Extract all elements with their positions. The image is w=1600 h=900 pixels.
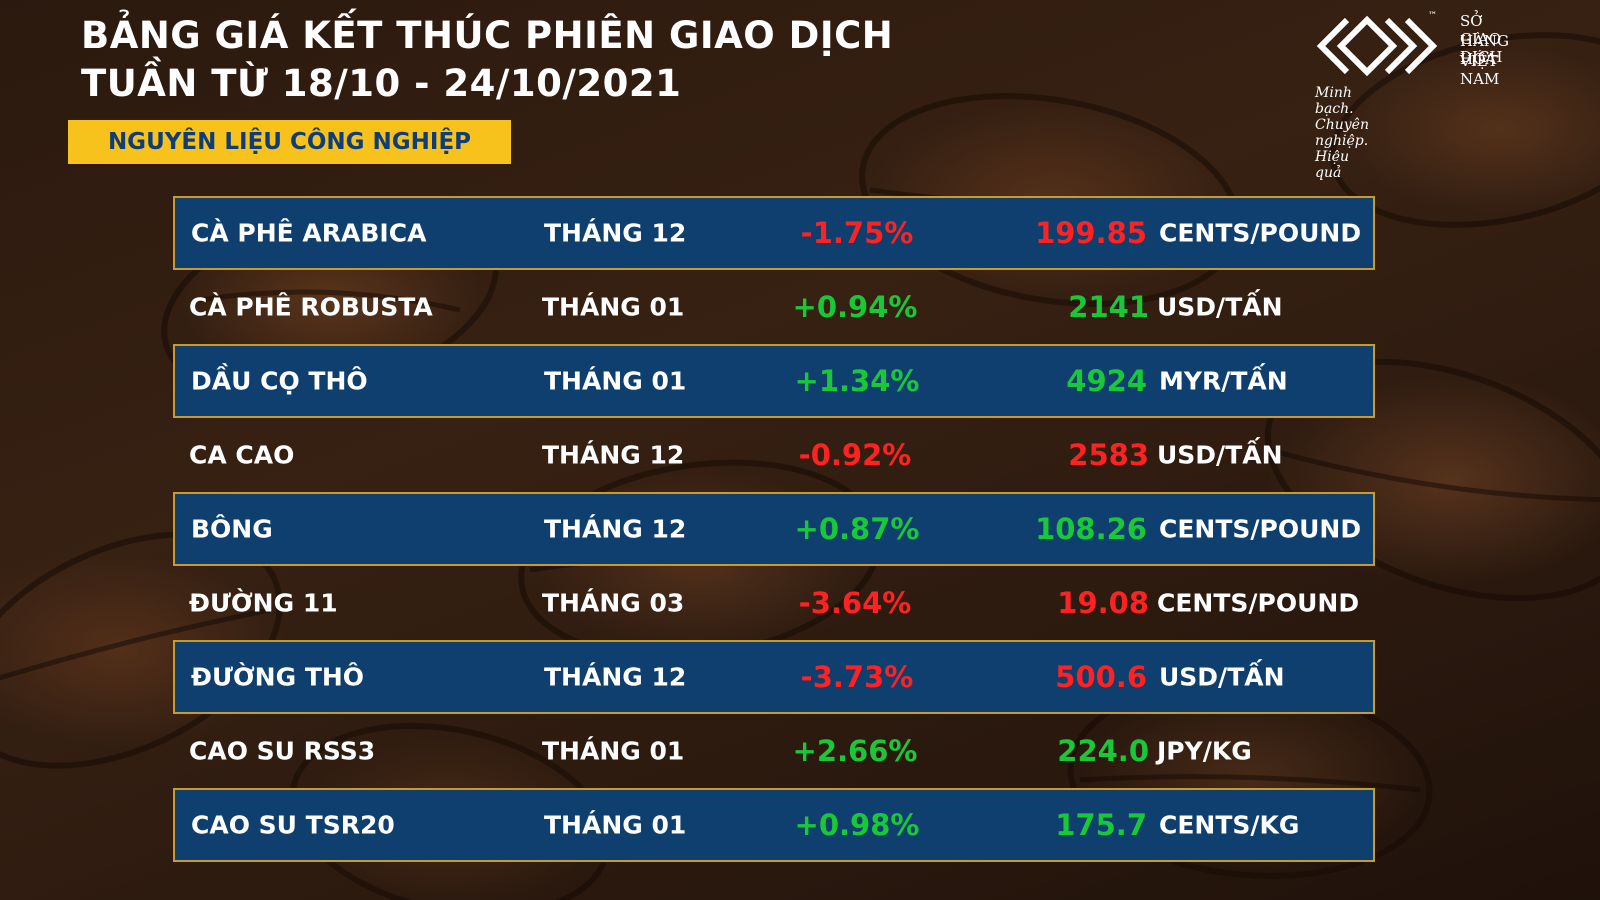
price: 108.26 bbox=[1035, 512, 1147, 546]
contract-month: THÁNG 12 bbox=[544, 662, 687, 692]
price: 2141 bbox=[1068, 290, 1149, 324]
price: 500.6 bbox=[1055, 660, 1147, 694]
unit: CENTS/POUND bbox=[1159, 514, 1362, 544]
price: 2583 bbox=[1068, 438, 1149, 472]
table-row: CÀ PHÊ ARABICA THÁNG 12 -1.75% 199.85 CENTS/… bbox=[173, 196, 1375, 270]
commodity: ĐƯỜNG 11 bbox=[189, 588, 338, 618]
contract-month: THÁNG 01 bbox=[542, 736, 685, 766]
trademark: ™ bbox=[1428, 11, 1437, 21]
price: 199.85 bbox=[1035, 216, 1147, 250]
logo-text: VIỆT NAM bbox=[1460, 52, 1500, 88]
unit: USD/TẤN bbox=[1157, 292, 1283, 322]
table-row: CÀ PHÊ ROBUSTA THÁNG 01 +0.94% 2141 USD/TẤN bbox=[189, 290, 1283, 324]
logo-text: SỞ GIAO DỊCH bbox=[1460, 12, 1503, 66]
contract-month: THÁNG 12 bbox=[544, 218, 687, 248]
subtitle: TUẦN TỪ 18/10 - 24/10/2021 bbox=[81, 62, 682, 105]
contract-month: THÁNG 01 bbox=[544, 366, 687, 396]
table-row: DẦU CỌ THÔ THÁNG 01 +1.34% 4924 MYR/TẤN bbox=[173, 344, 1375, 418]
commodity: CAO SU TSR20 bbox=[191, 810, 395, 840]
price: 19.08 bbox=[1057, 586, 1149, 620]
commodity: DẦU CỌ THÔ bbox=[191, 366, 368, 396]
unit: USD/TẤN bbox=[1159, 662, 1285, 692]
price: 4924 bbox=[1066, 364, 1147, 398]
tagline: Minh bạch. Chuyên nghiệp. Hiệu quả bbox=[1315, 85, 1369, 181]
contract-month: THÁNG 03 bbox=[542, 588, 685, 618]
unit: JPY/KG bbox=[1157, 736, 1252, 766]
table-row: BÔNG THÁNG 12 +0.87% 108.26 CENTS/POUND bbox=[173, 492, 1375, 566]
commodity: CA CAO bbox=[189, 440, 295, 470]
unit: CENTS/POUND bbox=[1159, 218, 1362, 248]
unit: USD/TẤN bbox=[1157, 440, 1283, 470]
commodity: CÀ PHÊ ROBUSTA bbox=[189, 292, 433, 322]
contract-month: THÁNG 01 bbox=[544, 810, 687, 840]
commodity: BÔNG bbox=[191, 514, 273, 544]
contract-month: THÁNG 12 bbox=[544, 514, 687, 544]
table-row: CAO SU RSS3 THÁNG 01 +2.66% 224.0 JPY/KG bbox=[189, 734, 1252, 768]
contract-month: THÁNG 12 bbox=[542, 440, 685, 470]
table-row: ĐƯỜNG THÔ THÁNG 12 -3.73% 500.6 USD/TẤN bbox=[173, 640, 1375, 714]
unit: CENTS/KG bbox=[1159, 810, 1300, 840]
title: BẢNG GIÁ KẾT THÚC PHIÊN GIAO DỊCH bbox=[81, 14, 894, 57]
table-row: ĐƯỜNG 11 THÁNG 03 -3.64% 19.08 CENTS/POUND bbox=[189, 586, 1360, 620]
commodity: ĐƯỜNG THÔ bbox=[191, 662, 365, 692]
unit: CENTS/POUND bbox=[1157, 588, 1360, 618]
contract-month: THÁNG 01 bbox=[542, 292, 685, 322]
price: 175.7 bbox=[1055, 808, 1147, 842]
logo-mark bbox=[1316, 15, 1438, 77]
commodity: CAO SU RSS3 bbox=[189, 736, 376, 766]
table-row: CAO SU TSR20 THÁNG 01 +0.98% 175.7 CENTS/KG bbox=[173, 788, 1375, 862]
unit: MYR/TẤN bbox=[1159, 366, 1288, 396]
price-table: CÀ PHÊ ARABICA THÁNG 12 -1.75% 199.85 CENTS/… bbox=[173, 196, 1375, 862]
logo-text: HÀNG HÓA bbox=[1460, 32, 1510, 68]
commodity: CÀ PHÊ ARABICA bbox=[191, 218, 427, 248]
table-row: CA CAO THÁNG 12 -0.92% 2583 USD/TẤN bbox=[189, 438, 1283, 472]
price: 224.0 bbox=[1057, 734, 1149, 768]
category-label: NGUYÊN LIỆU CÔNG NGHIỆP bbox=[68, 120, 511, 164]
